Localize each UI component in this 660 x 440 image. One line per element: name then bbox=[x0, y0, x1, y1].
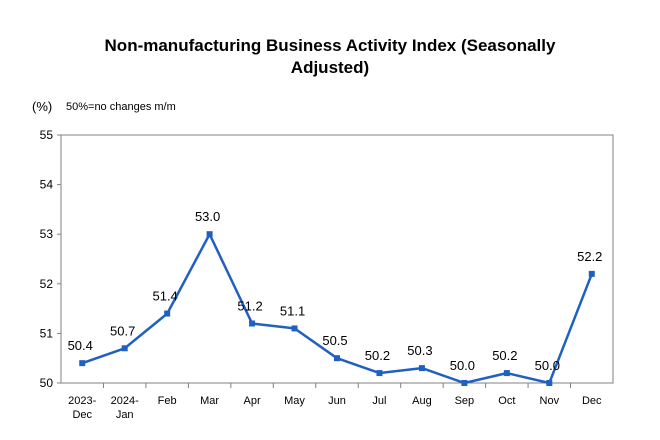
data-point-marker bbox=[206, 231, 213, 238]
data-label: 50.5 bbox=[322, 333, 347, 348]
x-tick-label: Dec bbox=[72, 409, 92, 421]
y-tick-label: 53 bbox=[40, 227, 54, 241]
data-label: 51.1 bbox=[280, 303, 305, 318]
data-point-marker bbox=[249, 320, 256, 327]
data-point-marker bbox=[164, 310, 171, 317]
y-tick-label: 51 bbox=[40, 326, 54, 340]
chart-title-line-1: Non-manufacturing Business Activity Inde… bbox=[104, 36, 556, 55]
x-tick-label: May bbox=[284, 395, 305, 407]
x-tick-label: Aug bbox=[412, 395, 432, 407]
y-tick-label: 52 bbox=[40, 277, 54, 291]
data-label: 50.2 bbox=[365, 348, 390, 363]
data-label: 52.2 bbox=[577, 249, 602, 264]
y-tick-label: 55 bbox=[40, 128, 54, 142]
x-tick-label: 2024- bbox=[111, 395, 139, 407]
x-tick-label: Apr bbox=[244, 395, 261, 407]
data-point-marker bbox=[121, 345, 128, 352]
x-tick-label: Jun bbox=[328, 395, 346, 407]
x-tick-label: Jan bbox=[116, 409, 134, 421]
x-tick-label: Sep bbox=[455, 395, 475, 407]
data-label: 50.3 bbox=[407, 343, 432, 358]
data-label: 50.0 bbox=[535, 358, 560, 373]
y-axis-unit-label: (%) bbox=[32, 99, 53, 114]
y-tick-label: 50 bbox=[40, 376, 54, 390]
data-label: 50.0 bbox=[450, 358, 475, 373]
data-point-marker bbox=[503, 370, 510, 377]
y-tick-label: 54 bbox=[40, 178, 54, 192]
data-point-marker bbox=[546, 380, 553, 386]
chart-title-line-2: Adjusted) bbox=[290, 58, 370, 77]
x-tick-label: Nov bbox=[540, 395, 560, 407]
data-point-marker bbox=[588, 270, 595, 277]
x-tick-label: Feb bbox=[158, 395, 177, 407]
data-label: 51.4 bbox=[152, 289, 177, 304]
chart-title: Non-manufacturing Business Activity Inde… bbox=[0, 35, 660, 79]
x-tick-label: 2023- bbox=[68, 395, 96, 407]
x-tick-label: Dec bbox=[582, 395, 602, 407]
x-tick-label: Mar bbox=[200, 395, 219, 407]
data-point-marker bbox=[334, 355, 340, 362]
data-label: 50.2 bbox=[492, 348, 517, 363]
data-point-marker bbox=[291, 325, 298, 332]
data-label: 51.2 bbox=[237, 298, 262, 313]
x-tick-label: Oct bbox=[498, 395, 515, 407]
data-point-marker bbox=[418, 365, 425, 372]
data-point-marker bbox=[79, 360, 86, 367]
baseline-note: 50%=no changes m/m bbox=[66, 101, 176, 113]
data-point-marker bbox=[376, 370, 383, 377]
plot-area-frame bbox=[60, 134, 614, 384]
x-tick-label: Jul bbox=[372, 395, 386, 407]
data-label: 50.7 bbox=[110, 323, 135, 338]
data-point-marker bbox=[461, 380, 468, 386]
data-label: 53.0 bbox=[195, 209, 220, 224]
data-label: 50.4 bbox=[68, 338, 93, 353]
